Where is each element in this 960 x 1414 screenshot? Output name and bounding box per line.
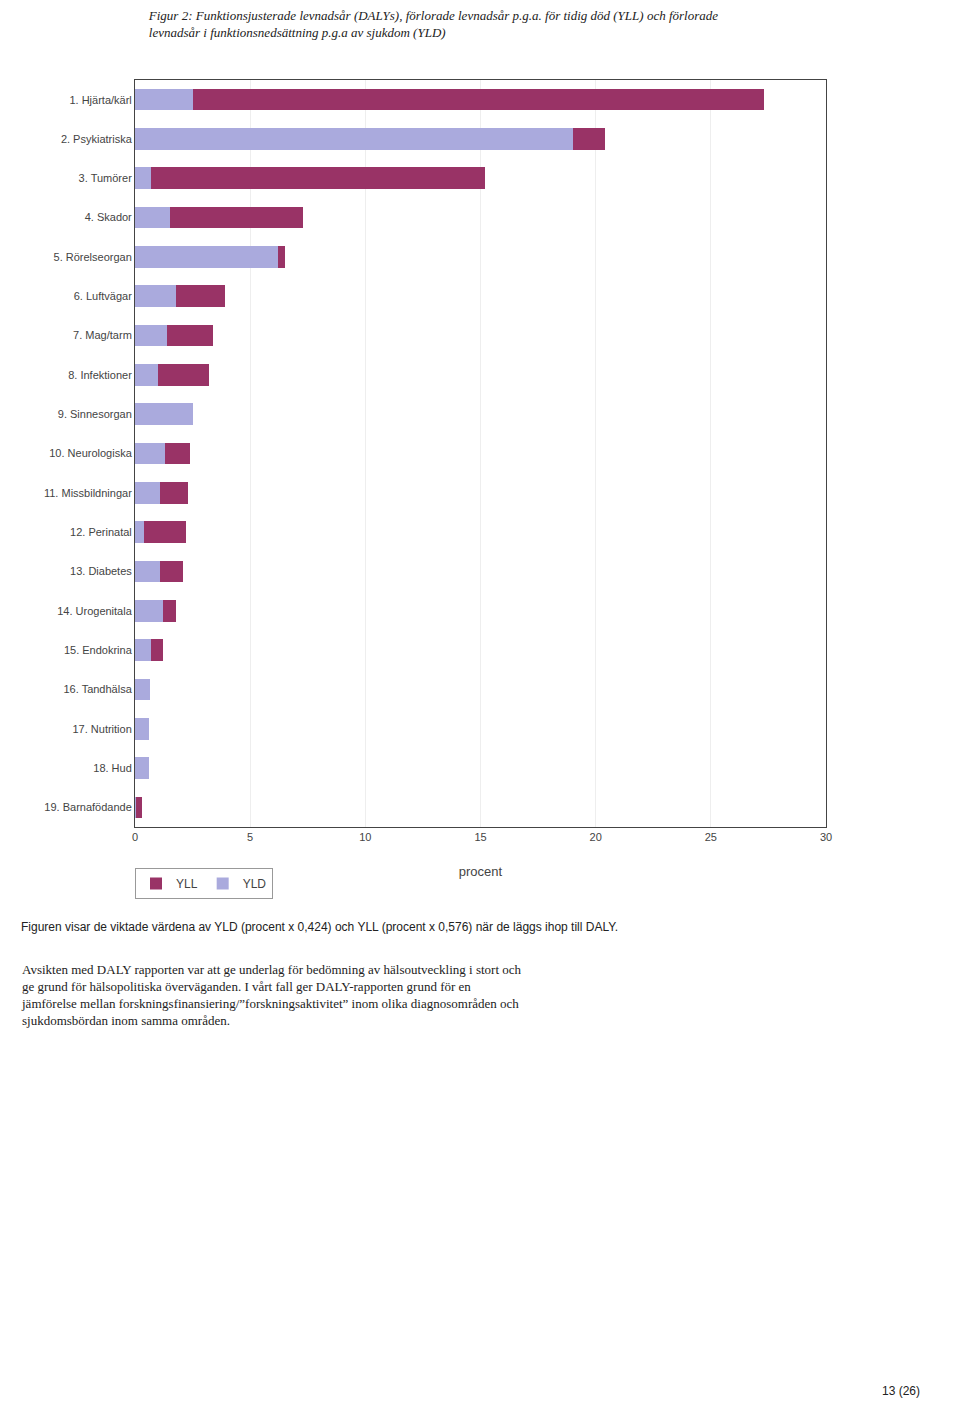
svg-text:8. Infektioner: 8. Infektioner [68, 369, 132, 381]
svg-text:0: 0 [132, 831, 138, 843]
svg-text:Avsikten med DALY rapporten va: Avsikten med DALY rapporten var att ge u… [21, 962, 522, 1028]
svg-text:3. Tumörer: 3. Tumörer [79, 172, 133, 184]
svg-text:1. Hjärta/kärl: 1. Hjärta/kärl [69, 94, 131, 106]
svg-text:19. Barnafödande: 19. Barnafödande [44, 801, 131, 813]
svg-text:4. Skador: 4. Skador [85, 211, 132, 223]
svg-text:procent: procent [459, 864, 503, 879]
svg-text:YLD: YLD [243, 877, 267, 891]
svg-text:11. Missbildningar: 11. Missbildningar [44, 487, 132, 499]
svg-text:16. Tandhälsa: 16. Tandhälsa [63, 683, 132, 695]
svg-text:10. Neurologiska: 10. Neurologiska [49, 447, 132, 459]
svg-text:5: 5 [247, 831, 253, 843]
svg-text:17. Nutrition: 17. Nutrition [72, 723, 131, 735]
svg-text:10: 10 [359, 831, 371, 843]
svg-text:YLL: YLL [176, 877, 198, 891]
svg-text:6. Luftvägar: 6. Luftvägar [74, 290, 132, 302]
svg-text:7. Mag/tarm: 7. Mag/tarm [73, 329, 132, 341]
svg-text:30: 30 [820, 831, 832, 843]
svg-text:2. Psykiatriska: 2. Psykiatriska [61, 133, 133, 145]
svg-text:Figur 2: Funktionsjusterade le: Figur 2: Funktionsjusterade levnadsår (D… [148, 8, 718, 40]
svg-text:9. Sinnesorgan: 9. Sinnesorgan [58, 408, 132, 420]
svg-text:18. Hud: 18. Hud [93, 762, 132, 774]
svg-text:25: 25 [705, 831, 717, 843]
svg-text:13. Diabetes: 13. Diabetes [70, 565, 132, 577]
svg-text:15: 15 [474, 831, 486, 843]
svg-text:15. Endokrina: 15. Endokrina [64, 644, 133, 656]
svg-text:14. Urogenitala: 14. Urogenitala [57, 605, 132, 617]
svg-text:13 (26): 13 (26) [882, 1384, 920, 1398]
svg-text:12. Perinatal: 12. Perinatal [70, 526, 132, 538]
svg-text:Figuren visar de viktade värde: Figuren visar de viktade värdena av YLD … [21, 920, 618, 934]
svg-text:20: 20 [590, 831, 602, 843]
svg-text:5. Rörelseorgan: 5. Rörelseorgan [54, 251, 132, 263]
